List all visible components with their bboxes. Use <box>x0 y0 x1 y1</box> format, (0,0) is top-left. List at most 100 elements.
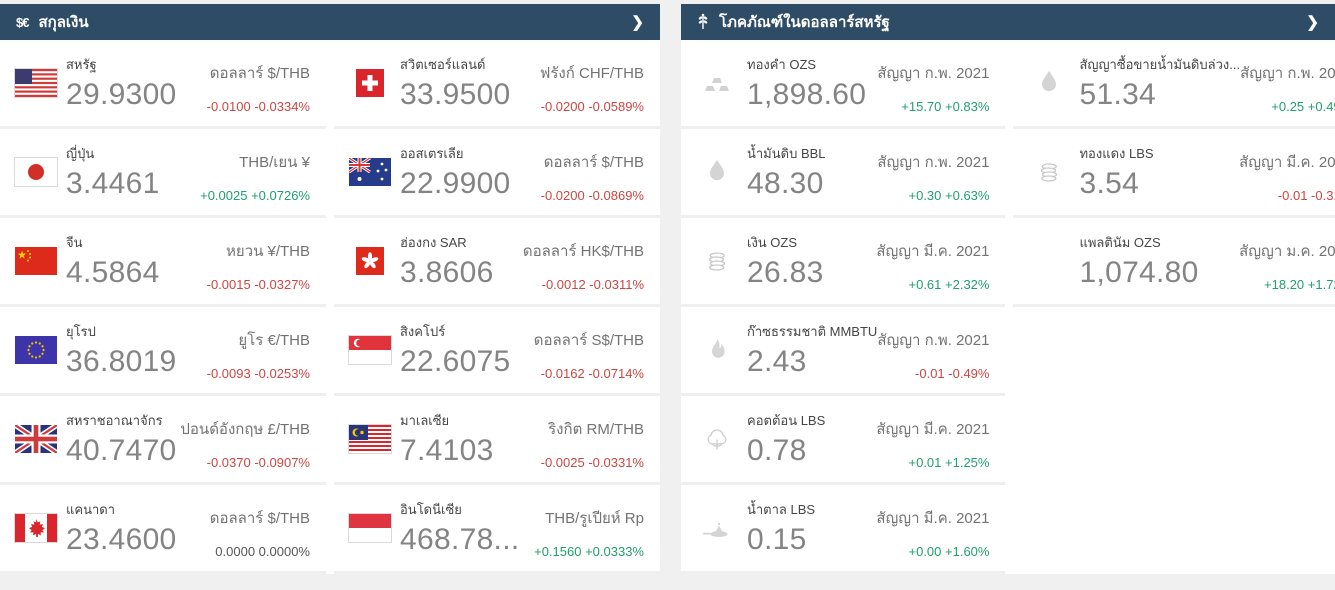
commodity-card-natural-gas[interactable]: ก๊าซธรรมชาติ MMBTU 2.43 สัญญา ก.พ. 2021 … <box>681 307 1006 396</box>
chevron-right-icon[interactable]: ❯ <box>631 13 644 31</box>
instrument-price: 4.5864 <box>66 256 160 289</box>
instrument-name: สัญญาซื้อขายน้ำมันดิบล่วง... <box>1079 57 1241 72</box>
commodities-panel-header: โภคภัณฑ์ในดอลลาร์สหรัฐ ❯ <box>681 4 1335 40</box>
pair-label: ดอลลาร์ $/THB <box>209 64 310 82</box>
currency-card-au[interactable]: ออสเตรเลีย 22.9900 ดอลลาร์ $/THB -0.0200… <box>334 129 660 218</box>
instrument-price: 29.9300 <box>66 78 177 111</box>
price-change: -0.0162 -0.0714% <box>540 365 644 381</box>
currency-card-cn[interactable]: จีน 4.5864 หยวน ¥/THB -0.0015 -0.0327% <box>0 218 326 307</box>
instrument-name: มาเลเซีย <box>400 413 450 428</box>
currency-card-sg[interactable]: สิงคโปร์ 22.6075 ดอลลาร์ S$/THB -0.0162 … <box>334 307 660 396</box>
price-change: +0.61 +2.32% <box>908 276 990 292</box>
instrument-price: 36.8019 <box>66 345 177 378</box>
instrument-price: 3.54 <box>1079 167 1140 200</box>
contract-label: สัญญา ก.พ. 2021 <box>877 64 990 82</box>
commodity-card-gold[interactable]: ทองคำ OZS 1,898.60 สัญญา ก.พ. 2021 +15.7… <box>681 40 1006 129</box>
commodity-card-platinum[interactable]: แพลตินัม OZS 1,074.80 สัญญา ม.ค. 2021 +1… <box>1013 218 1335 307</box>
commodity-card-copper[interactable]: ทองแดง LBS 3.54 สัญญา มี.ค. 2021 -0.01 -… <box>1013 129 1335 218</box>
contract-label: สัญญา ม.ค. 2021 <box>1239 242 1335 260</box>
instrument-name: ฮ่องกง SAR <box>400 235 467 250</box>
instrument-price: 468.78... <box>400 523 520 556</box>
price-change: -0.0200 -0.0589% <box>540 98 644 114</box>
currency-card-id[interactable]: อินโดนีเซีย 468.78... THB/รูเปียห์ Rp +0… <box>334 485 660 574</box>
commodity-card-crude-bbl[interactable]: น้ำมันดิบ BBL 48.30 สัญญา ก.พ. 2021 +0.3… <box>681 129 1006 218</box>
commodity-card-cotton[interactable]: คอตต้อน LBS 0.78 สัญญา มี.ค. 2021 +0.01 … <box>681 396 1006 485</box>
oil-drop-icon <box>693 155 741 189</box>
coin-stack-icon <box>693 244 741 278</box>
commodities-panel-title: โภคภัณฑ์ในดอลลาร์สหรัฐ <box>719 14 890 31</box>
instrument-price: 0.78 <box>747 434 807 467</box>
instrument-price: 33.9500 <box>400 78 511 111</box>
currencies-column-2: สวิตเซอร์แลนด์ 33.9500 ฟรังก์ CHF/THB -0… <box>334 40 660 574</box>
instrument-price: 40.7470 <box>66 434 177 467</box>
commodities-column-2: สัญญาซื้อขายน้ำมันดิบล่วง... 51.34 สัญญา… <box>1013 40 1335 574</box>
commodity-card-sugar[interactable]: น้ำตาล LBS 0.15 สัญญา มี.ค. 2021 +0.00 +… <box>681 485 1006 574</box>
instrument-price: 26.83 <box>747 256 824 289</box>
currencies-grid: สหรัฐ 29.9300 ดอลลาร์ $/THB -0.0100 -0.0… <box>0 40 660 574</box>
pair-label: ดอลลาร์ $/THB <box>209 509 310 527</box>
price-change: -0.01 -0.49% <box>915 365 990 381</box>
price-change: -0.01 -0.31% <box>1277 187 1335 203</box>
china-flag-icon <box>12 247 60 275</box>
pair-label: ดอลลาร์ HK$/THB <box>522 242 644 260</box>
contract-label: สัญญา มี.ค. 2021 <box>876 509 990 527</box>
contract-label: สัญญา ก.พ. 2021 <box>1240 64 1335 82</box>
commodity-card-crude-futures[interactable]: สัญญาซื้อขายน้ำมันดิบล่วง... 51.34 สัญญา… <box>1013 40 1335 129</box>
price-change: +15.70 +0.83% <box>901 98 990 114</box>
price-change: -0.0015 -0.0327% <box>206 276 310 292</box>
instrument-price: 23.4600 <box>66 523 177 556</box>
pair-label: THB/รูเปียห์ Rp <box>545 509 644 527</box>
contract-label: สัญญา มี.ค. 2021 <box>876 242 990 260</box>
currency-card-ca[interactable]: แคนาดา 23.4600 ดอลลาร์ $/THB 0.0000 0.00… <box>0 485 326 574</box>
instrument-name: ทองคำ OZS <box>747 57 817 72</box>
us-flag-icon <box>12 69 60 97</box>
gold-bars-icon <box>693 66 741 100</box>
flame-icon <box>693 333 741 367</box>
instrument-name: คอตต้อน LBS <box>747 413 826 428</box>
pair-label: ริงกิต RM/THB <box>548 420 644 438</box>
widget-root: $€ สกุลเงิน ❯ สหรัฐ 29.9300 ดอลลาร์ $/TH… <box>0 4 1335 574</box>
australia-flag-icon <box>346 158 394 186</box>
instrument-name: ทองแดง LBS <box>1079 146 1154 161</box>
instrument-price: 2.43 <box>747 345 807 378</box>
instrument-name: น้ำตาล LBS <box>747 502 816 517</box>
currency-card-us[interactable]: สหรัฐ 29.9300 ดอลลาร์ $/THB -0.0100 -0.0… <box>0 40 326 129</box>
price-change: +0.25 +0.49% <box>1271 98 1335 114</box>
currency-card-jp[interactable]: ญี่ปุ่น 3.4461 THB/เยน ¥ +0.0025 +0.0726… <box>0 129 326 218</box>
price-change: +0.0025 +0.0726% <box>200 187 310 203</box>
contract-label: สัญญา ก.พ. 2021 <box>877 153 990 171</box>
pair-label: ยูโร €/THB <box>238 331 310 349</box>
currency-card-ch[interactable]: สวิตเซอร์แลนด์ 33.9500 ฟรังก์ CHF/THB -0… <box>334 40 660 129</box>
pair-label: THB/เยน ¥ <box>239 153 310 171</box>
commodity-card-silver[interactable]: เงิน OZS 26.83 สัญญา มี.ค. 2021 +0.61 +2… <box>681 218 1006 307</box>
indonesia-flag-icon <box>346 514 394 542</box>
instrument-price: 51.34 <box>1079 78 1157 111</box>
currency-card-gb[interactable]: สหราชอาณาจักร 40.7470 ปอนด์อังกฤษ £/THB … <box>0 396 326 485</box>
chevron-right-icon[interactable]: ❯ <box>1306 13 1319 31</box>
instrument-price: 0.15 <box>747 523 807 556</box>
price-change: +0.30 +0.63% <box>908 187 990 203</box>
pair-label: ปอนด์อังกฤษ £/THB <box>180 420 310 438</box>
instrument-name: เงิน OZS <box>747 235 798 250</box>
price-change: -0.0012 -0.0311% <box>541 276 644 292</box>
currency-card-my[interactable]: มาเลเซีย 7.4103 ริงกิต RM/THB -0.0025 -0… <box>334 396 660 485</box>
instrument-price: 1,074.80 <box>1079 256 1199 289</box>
instrument-name: ออสเตรเลีย <box>400 146 464 161</box>
instrument-price: 22.9900 <box>400 167 511 200</box>
japan-flag-icon <box>12 158 60 186</box>
instrument-name: สิงคโปร์ <box>400 324 446 339</box>
contract-label: สัญญา มี.ค. 2021 <box>876 420 990 438</box>
commodities-column-1: ทองคำ OZS 1,898.60 สัญญา ก.พ. 2021 +15.7… <box>681 40 1006 574</box>
currency-card-eu[interactable]: ยุโรป 36.8019 ยูโร €/THB -0.0093 -0.0253… <box>0 307 326 396</box>
price-change: -0.0370 -0.0907% <box>206 454 310 470</box>
pair-label: ดอลลาร์ $/THB <box>543 153 644 171</box>
currency-card-hk[interactable]: ฮ่องกง SAR 3.8606 ดอลลาร์ HK$/THB -0.001… <box>334 218 660 307</box>
price-change: -0.0025 -0.0331% <box>540 454 644 470</box>
currency-symbols-icon: $€ <box>16 14 30 30</box>
coin-stack-icon <box>1025 155 1073 189</box>
contract-label: สัญญา ก.พ. 2021 <box>877 331 990 349</box>
instrument-name: ก๊าซธรรมชาติ MMBTU <box>747 324 878 339</box>
currencies-column-1: สหรัฐ 29.9300 ดอลลาร์ $/THB -0.0100 -0.0… <box>0 40 326 574</box>
instrument-name: สวิตเซอร์แลนด์ <box>400 57 486 72</box>
instrument-name: ยุโรป <box>66 324 96 339</box>
